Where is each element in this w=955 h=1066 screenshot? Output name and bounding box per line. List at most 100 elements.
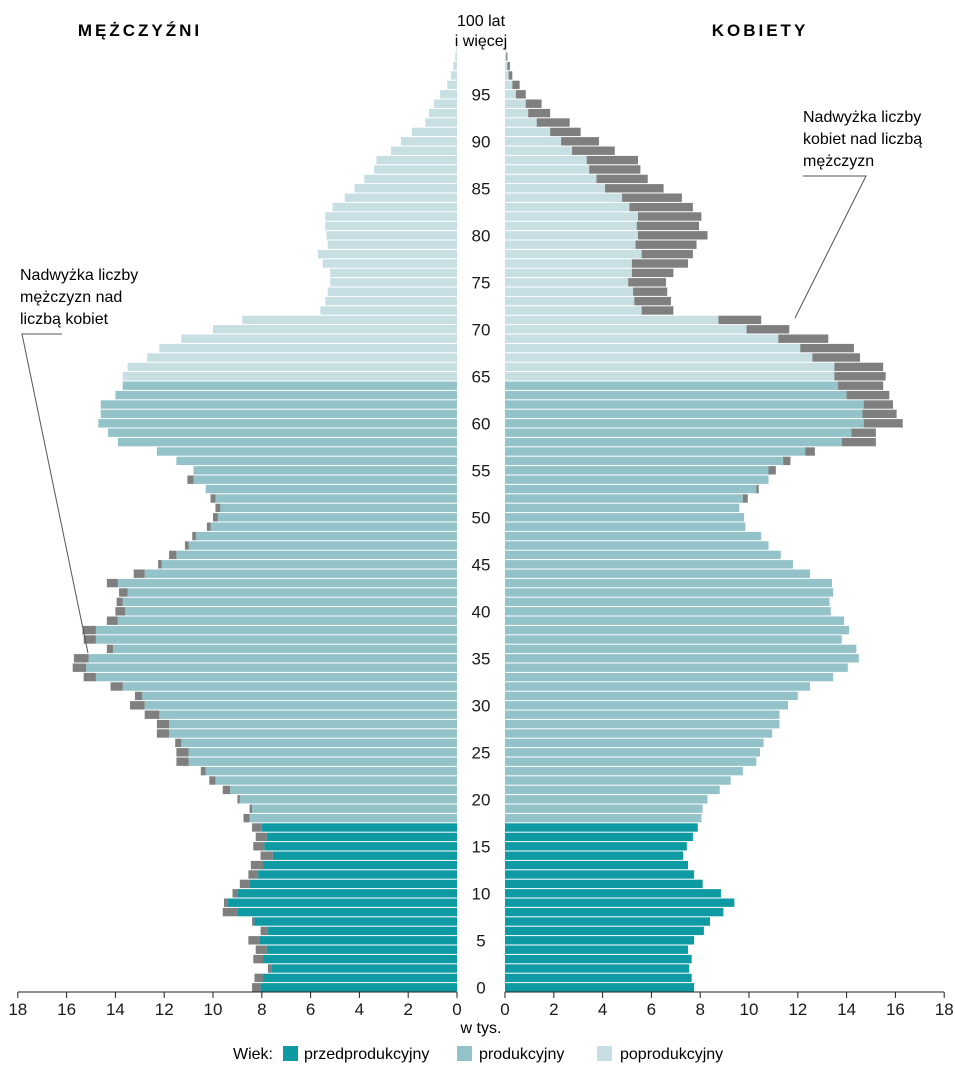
right-x-tick-label-14: 14 — [837, 1000, 856, 1019]
male-surplus-bar-age-9 — [223, 898, 228, 907]
female-bar-age-99 — [505, 52, 507, 61]
male-surplus-bar-age-49 — [206, 522, 211, 531]
male-bar-age-0 — [260, 983, 457, 992]
female-bar-age-93 — [505, 108, 529, 118]
male-surplus-bar-age-32 — [110, 682, 123, 691]
female-surplus-bar-age-75 — [628, 278, 667, 287]
age-label-85: 85 — [472, 179, 491, 198]
female-bar-age-81 — [505, 221, 637, 231]
male-bar-age-32 — [122, 682, 457, 691]
age-axis-labels: 0 5 10 15 20 25 30 35 40 45 50 55 60 65 70 75 80 85 90 95 — [472, 85, 491, 997]
male-surplus-bar-age-8 — [222, 907, 238, 917]
female-bar-age-72 — [505, 306, 642, 315]
male-surplus-bar-age-26 — [175, 738, 182, 748]
age-label-90: 90 — [472, 132, 491, 151]
female-surplus-bar-age-74 — [633, 287, 668, 296]
female-bar-age-37 — [505, 635, 842, 644]
age-label-30: 30 — [472, 696, 491, 715]
legend-swatch-post — [597, 1046, 612, 1061]
male-bar-age-83 — [332, 202, 457, 212]
female-bar-age-89 — [505, 146, 573, 155]
male-surplus-bar-age-17 — [252, 823, 262, 832]
male-bar-age-30 — [144, 701, 457, 710]
female-bar-age-21 — [505, 785, 720, 795]
male-bar-age-21 — [230, 785, 457, 795]
female-bars — [505, 43, 903, 992]
male-bar-age-5 — [259, 936, 457, 945]
female-bar-age-15 — [505, 842, 687, 851]
male-surplus-bar-age-33 — [83, 672, 96, 682]
female-bar-age-94 — [505, 99, 526, 108]
female-bar-age-34 — [505, 663, 848, 672]
male-bar-age-61 — [100, 409, 457, 419]
male-bar-age-20 — [239, 795, 457, 804]
female-bar-age-63 — [505, 390, 847, 400]
female-bar-age-66 — [505, 362, 835, 372]
male-bar-age-65 — [122, 372, 457, 381]
male-surplus-bar-age-15 — [253, 842, 265, 851]
male-bar-age-98 — [453, 61, 457, 71]
male-surplus-bar-age-6 — [260, 926, 268, 936]
female-bar-age-19 — [505, 804, 703, 813]
male-surplus-bar-age-27 — [156, 729, 170, 738]
female-bar-age-3 — [505, 954, 692, 964]
age-label-0: 0 — [476, 978, 485, 997]
female-surplus-bar-age-91 — [550, 127, 581, 137]
male-bar-age-78 — [317, 249, 457, 259]
female-bar-age-29 — [505, 710, 780, 719]
female-bar-age-68 — [505, 343, 801, 353]
male-bar-age-58 — [117, 437, 457, 447]
male-bar-age-88 — [376, 155, 457, 165]
male-bar-age-53 — [205, 484, 457, 494]
male-bar-age-31 — [142, 691, 458, 701]
male-bar-age-99 — [455, 52, 457, 61]
female-bar-age-35 — [505, 654, 859, 663]
female-surplus-bar-age-66 — [834, 362, 884, 372]
male-bar-age-19 — [252, 804, 457, 813]
age-label-80: 80 — [472, 226, 491, 245]
female-bar-age-91 — [505, 127, 551, 137]
male-bar-age-63 — [115, 390, 458, 400]
male-surplus-bar-age-16 — [255, 832, 267, 842]
female-bar-age-27 — [505, 729, 773, 738]
female-surplus-bar-age-71 — [718, 315, 762, 325]
male-surplus-bar-age-41 — [116, 597, 123, 607]
male-bar-age-73 — [325, 296, 457, 306]
female-surplus-bar-age-52 — [742, 494, 748, 503]
female-bar-age-50 — [505, 513, 745, 522]
female-surplus-bar-age-84 — [622, 193, 682, 202]
female-bar-age-39 — [505, 616, 845, 625]
age-label-40: 40 — [472, 602, 491, 621]
age-label-70: 70 — [472, 320, 491, 339]
female-bar-age-30 — [505, 701, 789, 710]
male-bar-age-38 — [95, 625, 457, 635]
male-bar-age-69 — [181, 334, 457, 343]
female-surplus-bar-age-55 — [768, 466, 776, 475]
male-surplus-bar-age-21 — [222, 785, 231, 795]
male-bar-age-39 — [117, 616, 457, 625]
female-surplus-bar-age-72 — [641, 306, 674, 315]
male-bar-age-66 — [127, 362, 457, 372]
male-bar-age-16 — [266, 832, 457, 842]
female-surplus-bar-age-80 — [637, 231, 708, 240]
female-bar-age-44 — [505, 569, 810, 578]
female-bar-age-92 — [505, 118, 537, 127]
left-title: MĘŻCZYŹNI — [78, 21, 202, 40]
male-bar-age-27 — [169, 729, 457, 738]
female-surplus-bar-age-94 — [525, 99, 542, 108]
female-bar-age-96 — [505, 80, 513, 90]
male-bar-age-100 — [456, 43, 457, 52]
female-surplus-bar-age-99 — [506, 52, 508, 61]
female-bar-age-2 — [505, 964, 690, 973]
female-bar-age-38 — [505, 625, 850, 635]
male-bar-age-86 — [364, 174, 457, 184]
female-bar-age-58 — [505, 437, 842, 447]
male-bar-age-14 — [272, 851, 457, 860]
female-bar-age-45 — [505, 560, 793, 569]
right-x-tick-label-10: 10 — [740, 1000, 759, 1019]
female-bar-age-42 — [505, 588, 834, 597]
female-surplus-bar-age-56 — [783, 456, 791, 466]
male-bar-age-97 — [450, 71, 457, 80]
right-x-tick-label-2: 2 — [549, 1000, 558, 1019]
male-bar-age-72 — [320, 306, 457, 315]
